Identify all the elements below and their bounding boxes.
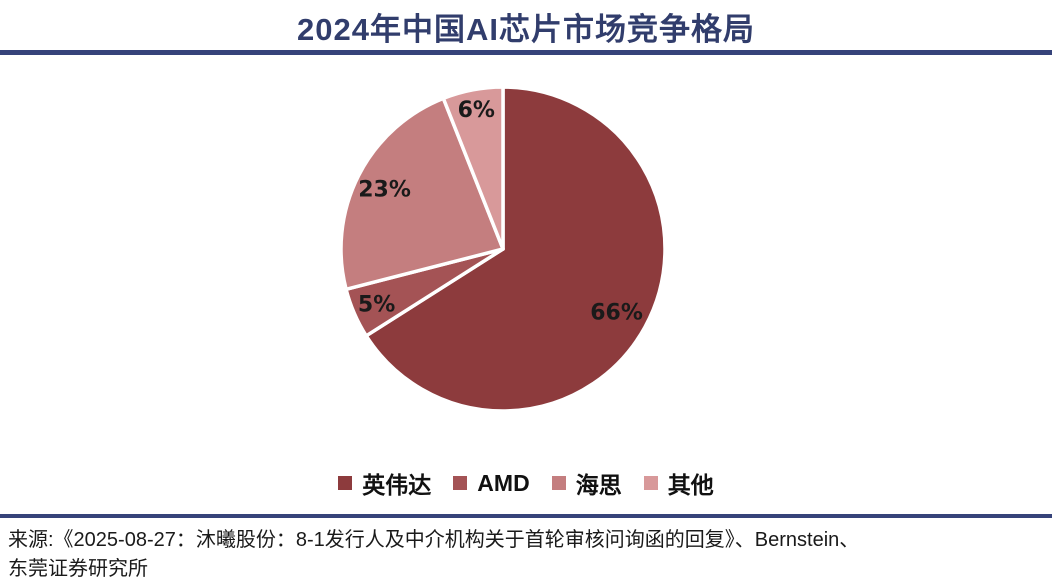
pie-chart-area: 66% 5% 23% 6% — [0, 56, 1052, 456]
footer-divider-line — [0, 514, 1052, 518]
legend-item-AMD: AMD — [453, 469, 530, 497]
legend-label: 英伟达 — [362, 472, 432, 498]
source-line-1: 来源:《2025-08-27：沐曦股份：8-1发行人及中介机构关于首轮审核问询函… — [8, 529, 860, 551]
chart-title: 2024年中国AI芯片市场竞争格局 — [297, 12, 755, 47]
legend-swatch-icon — [338, 476, 353, 490]
legend-swatch-icon — [643, 476, 658, 490]
title-divider-line — [0, 50, 1052, 55]
legend-item-英伟达: 英伟达 — [338, 466, 431, 500]
legend-swatch-icon — [551, 476, 566, 490]
pie-slice-英伟达 — [364, 85, 667, 413]
slice-label-AMD: 5% — [358, 293, 395, 318]
slice-label-海思: 23% — [358, 178, 411, 203]
slice-label-其他: 6% — [458, 98, 495, 123]
legend-item-其他: 其他 — [643, 466, 714, 500]
source-line-2: 东莞证券研究所 — [8, 558, 148, 580]
slice-label-英伟达: 66% — [590, 300, 643, 325]
legend-swatch-icon — [453, 476, 468, 490]
pie-slice-海思 — [339, 96, 505, 292]
pie-slice-其他 — [441, 85, 505, 251]
chart-legend: 英伟达 AMD 海思 其他 — [0, 466, 1052, 500]
source-note: 来源:《2025-08-27：沐曦股份：8-1发行人及中介机构关于首轮审核问询函… — [8, 526, 1044, 584]
legend-label: 海思 — [575, 472, 622, 498]
legend-label: 其他 — [667, 472, 714, 498]
legend-item-海思: 海思 — [551, 466, 622, 500]
legend-label: AMD — [477, 469, 530, 496]
pie-chart: 66% 5% 23% 6% — [339, 85, 667, 413]
